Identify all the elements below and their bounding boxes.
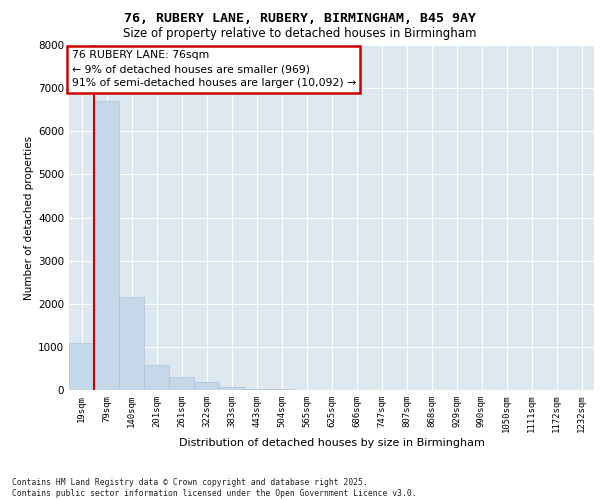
Y-axis label: Number of detached properties: Number of detached properties <box>24 136 34 300</box>
Text: 76 RUBERY LANE: 76sqm
← 9% of detached houses are smaller (969)
91% of semi-deta: 76 RUBERY LANE: 76sqm ← 9% of detached h… <box>71 50 356 88</box>
X-axis label: Distribution of detached houses by size in Birmingham: Distribution of detached houses by size … <box>179 438 484 448</box>
Text: Size of property relative to detached houses in Birmingham: Size of property relative to detached ho… <box>123 28 477 40</box>
Bar <box>94 101 119 390</box>
Text: Contains HM Land Registry data © Crown copyright and database right 2025.
Contai: Contains HM Land Registry data © Crown c… <box>12 478 416 498</box>
Bar <box>219 388 244 390</box>
Bar <box>119 298 144 390</box>
Text: 76, RUBERY LANE, RUBERY, BIRMINGHAM, B45 9AY: 76, RUBERY LANE, RUBERY, BIRMINGHAM, B45… <box>124 12 476 26</box>
Bar <box>69 342 94 390</box>
Bar <box>169 376 194 390</box>
Bar <box>194 382 219 390</box>
Bar <box>144 364 169 390</box>
Bar <box>244 388 269 390</box>
